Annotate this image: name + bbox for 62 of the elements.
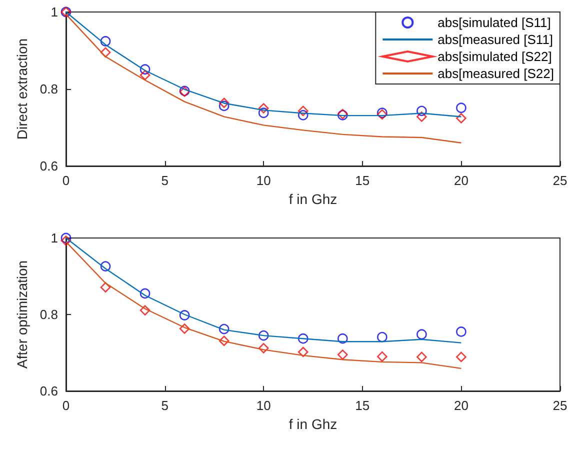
point: [60, 232, 72, 244]
point: [100, 282, 111, 292]
point: [258, 103, 269, 114]
y-tick-label: 1: [50, 4, 58, 20]
point: [140, 64, 150, 75]
point: [258, 330, 269, 341]
point: [258, 108, 269, 118]
point: [456, 102, 466, 114]
point: [456, 352, 466, 362]
point: [416, 352, 427, 362]
point: [298, 110, 308, 120]
legend-label: abs[measured [S22]: [438, 66, 554, 81]
point: [179, 310, 190, 320]
legend-label: abs[simulated [S22]: [438, 49, 552, 64]
point: [456, 326, 466, 337]
y-axis-title: Direct extraction: [14, 38, 30, 140]
x-tick-label: 0: [62, 398, 70, 413]
point: [298, 333, 308, 344]
point: [100, 47, 111, 58]
x-tick-label: 10: [256, 173, 271, 188]
point: [140, 305, 150, 316]
point: [337, 350, 348, 360]
y-tick-label: 0.8: [40, 307, 58, 322]
point: [298, 106, 308, 116]
point: [179, 324, 190, 334]
legend-label: abs[simulated [S11]: [438, 15, 551, 30]
point: [377, 351, 388, 362]
y-tick-label: 0.8: [40, 82, 58, 96]
point: [100, 261, 111, 272]
y-axis-title: After optimization: [14, 260, 30, 369]
point: [258, 343, 269, 354]
x-tick-label: 5: [161, 398, 168, 413]
point: [456, 113, 466, 124]
x-tick-label: 20: [454, 173, 468, 188]
point: [338, 333, 348, 344]
point: [140, 70, 150, 80]
point: [218, 100, 230, 112]
x-tick-label: 15: [355, 398, 370, 413]
x-tick-label: 20: [454, 398, 468, 413]
point: [298, 346, 308, 358]
x-tick-label: 0: [62, 173, 70, 188]
point: [416, 106, 427, 116]
x-axis-title: f in Ghz: [288, 416, 338, 432]
legend-label: abs[measured [S11]: [438, 32, 554, 47]
point: [416, 112, 427, 122]
point: [416, 329, 427, 340]
x-tick-label: 25: [552, 173, 568, 188]
x-tick-label: 5: [161, 173, 168, 188]
point: [100, 36, 111, 46]
y-tick-label: 0.6: [40, 384, 58, 398]
x-tick-label: 15: [355, 173, 370, 188]
y-tick-label: 0.6: [40, 158, 58, 174]
point: [60, 236, 72, 246]
point: [140, 288, 150, 299]
x-tick-label: 25: [552, 398, 568, 413]
point: [377, 332, 388, 342]
x-tick-label: 10: [256, 398, 271, 413]
point: [218, 324, 230, 334]
x-axis-title: f in Ghz: [288, 191, 338, 207]
point: [218, 336, 230, 346]
point: [218, 98, 230, 108]
y-tick-label: 1: [50, 230, 58, 246]
